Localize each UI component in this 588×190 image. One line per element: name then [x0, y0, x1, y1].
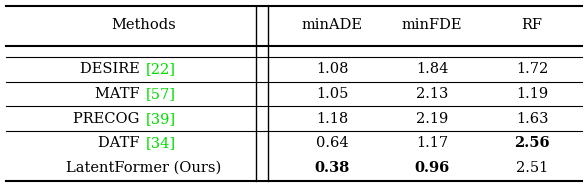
Text: RF: RF	[522, 18, 543, 32]
Text: PRECOG: PRECOG	[73, 112, 144, 126]
Text: 1.72: 1.72	[516, 62, 548, 76]
Text: LatentFormer (Ours): LatentFormer (Ours)	[66, 161, 222, 175]
Text: DATF: DATF	[98, 136, 144, 150]
Text: 1.84: 1.84	[416, 62, 449, 76]
Text: 2.51: 2.51	[516, 161, 548, 175]
Text: 0.96: 0.96	[415, 161, 450, 175]
Text: 2.13: 2.13	[416, 87, 449, 101]
Text: [39]: [39]	[146, 112, 176, 126]
Text: [57]: [57]	[146, 87, 176, 101]
Text: 1.05: 1.05	[316, 87, 349, 101]
Text: 0.38: 0.38	[315, 161, 350, 175]
Text: 1.17: 1.17	[416, 136, 448, 150]
Text: [22]: [22]	[146, 62, 176, 76]
Text: 1.19: 1.19	[516, 87, 548, 101]
Text: minADE: minADE	[302, 18, 363, 32]
Text: 2.56: 2.56	[514, 136, 550, 150]
Text: 1.08: 1.08	[316, 62, 349, 76]
Text: 2.19: 2.19	[416, 112, 448, 126]
Text: MATF: MATF	[95, 87, 144, 101]
Text: DESIRE: DESIRE	[80, 62, 144, 76]
Text: Methods: Methods	[112, 18, 176, 32]
Text: 1.63: 1.63	[516, 112, 549, 126]
Text: [34]: [34]	[146, 136, 176, 150]
Text: minFDE: minFDE	[402, 18, 462, 32]
Text: 1.18: 1.18	[316, 112, 348, 126]
Text: 0.64: 0.64	[316, 136, 349, 150]
